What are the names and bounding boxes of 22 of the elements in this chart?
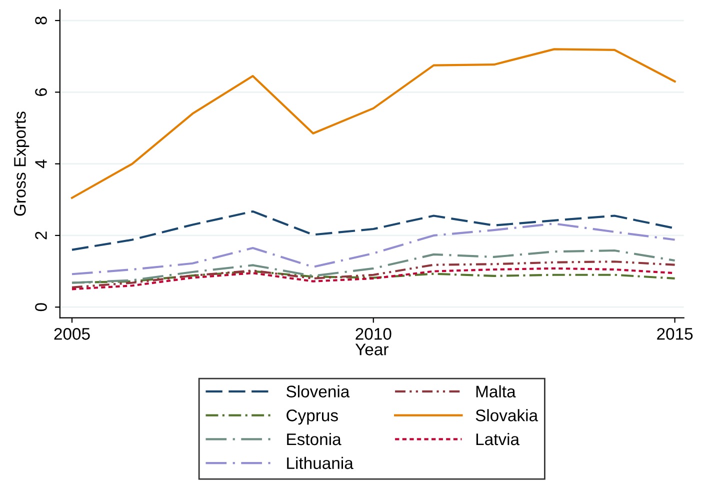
line-series (70, 260, 676, 288)
legend-label: Slovakia (476, 409, 538, 422)
y-axis-title: Gross Exports (14, 112, 30, 216)
x-tick-label: 2015 (657, 328, 693, 340)
legend-label: Latvia (476, 432, 520, 446)
y-tick-label: 0 (35, 303, 47, 312)
x-tick-label: 2010 (356, 328, 392, 340)
line-series (70, 48, 676, 199)
y-tick-label: 2 (35, 232, 47, 240)
legend-label: Estonia (287, 432, 342, 446)
legend-label: Cyprus (286, 410, 338, 425)
y-tick-label: 6 (35, 88, 47, 96)
y-tick-label: 4 (35, 160, 47, 168)
x-axis-title: Year (355, 344, 388, 356)
legend-label: Malta (476, 385, 516, 398)
line-series (70, 222, 676, 276)
y-tick-label: 8 (35, 16, 47, 24)
x-tick-label: 2005 (54, 328, 90, 340)
line-series (70, 270, 676, 284)
line-series (70, 249, 676, 284)
legend-label: Slovenia (286, 385, 350, 398)
legend-label: Lithuania (287, 456, 354, 470)
